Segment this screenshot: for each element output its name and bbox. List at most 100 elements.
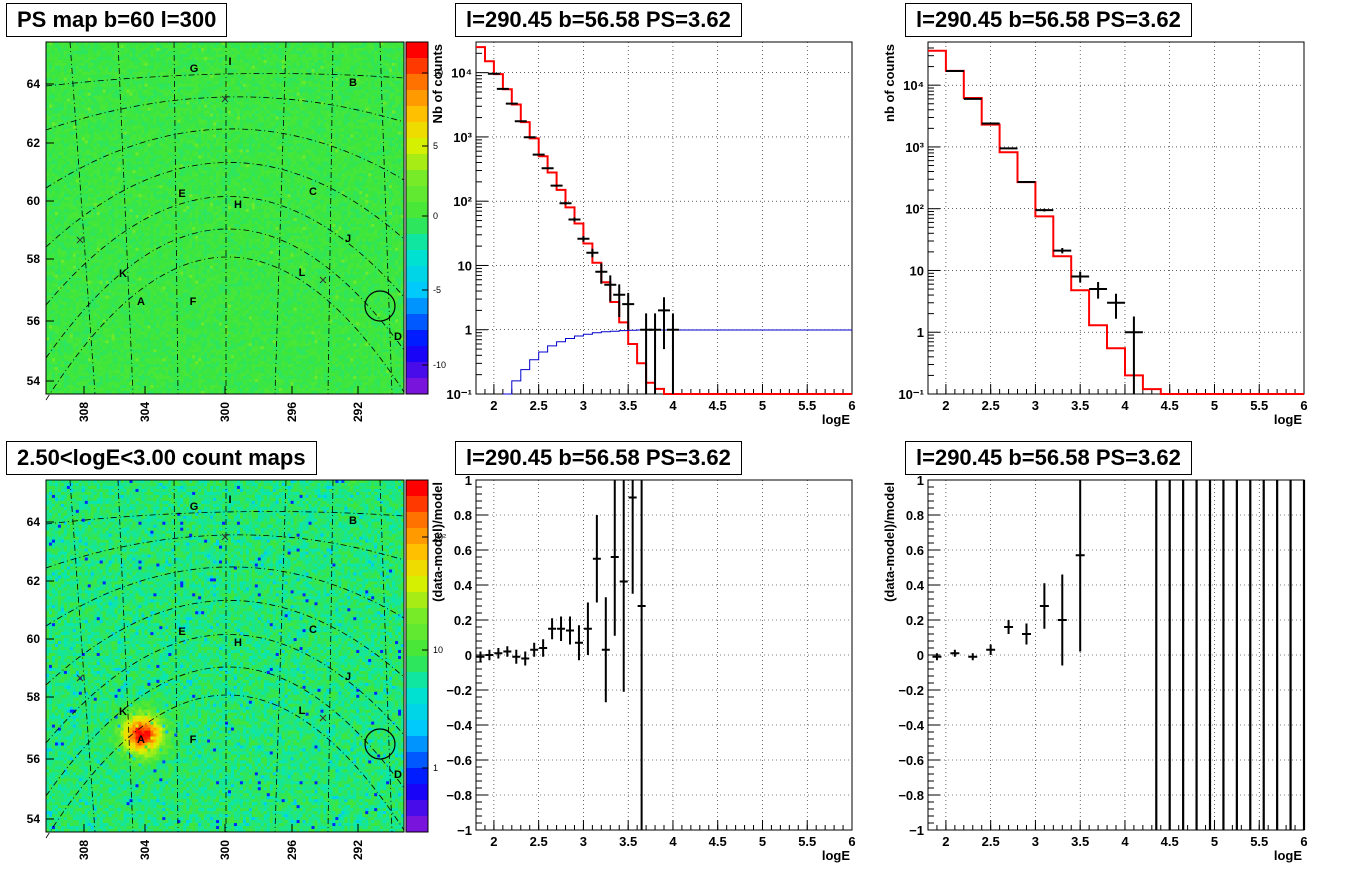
- count-colorbar-tick-label: 10²: [433, 532, 446, 542]
- spectrum-left-y-tick-label: 10³: [453, 130, 472, 145]
- spectrum-right-data-point: [981, 122, 1000, 125]
- ps-y-tick-label: 58: [27, 252, 41, 266]
- residual-left-data-point: [476, 651, 485, 662]
- spectrum-right-frame: [927, 41, 1305, 395]
- count-x-tick-label: 308: [77, 840, 91, 860]
- residual-left-data-point: [521, 651, 530, 666]
- residual-left-x-tick-label: 4: [669, 834, 677, 849]
- residual-left-x-tick-label: 2.5: [530, 834, 548, 849]
- spectrum-right-data-point: [945, 69, 964, 72]
- count-colorbar-tick-label: 1: [433, 763, 438, 773]
- ps-map-cross: [319, 276, 327, 284]
- residual-left-title: l=290.45 b=56.58 PS=3.62: [455, 441, 742, 475]
- ps-source-label: A: [137, 296, 145, 308]
- ps-y-tick-label: 56: [27, 314, 41, 328]
- ps-source-label: D: [394, 331, 402, 343]
- residual-left-x-tick-label: 3.5: [619, 834, 637, 849]
- residual-left-x-tick-label: 2: [490, 834, 497, 849]
- residual-left-y-tick-label: 0.6: [454, 543, 472, 558]
- residual-left-x-tick-label: 3: [580, 834, 587, 849]
- residual-left-data-point: [494, 648, 503, 659]
- count-source-label: K: [119, 706, 127, 718]
- count-source-label: L: [299, 705, 306, 717]
- residual-left-y-tick-label: 0: [465, 648, 472, 663]
- count-map-area: G I B E H C J K L A F D 64 62 60 58 56 54 308 304 300 296 292 1…: [27, 479, 446, 860]
- residual-right-y-tick-label: −0.8: [898, 788, 924, 803]
- ps-source-label: B: [349, 77, 357, 89]
- residual-right-y-tick-label: −0.2: [898, 683, 924, 698]
- ps-colorbar-tick-label: 10: [433, 68, 443, 78]
- spectrum-right-data-point: [1124, 316, 1143, 394]
- count-source-label: D: [394, 769, 402, 781]
- ps-colorbar-tick-label: -10: [433, 360, 446, 370]
- spectrum-right-y-tick-label: 10²: [905, 202, 924, 217]
- ps-source-label: E: [178, 188, 185, 200]
- spectrum-right-data-point: [1107, 293, 1125, 319]
- spectrum-left-y-label: Nb of counts: [430, 44, 445, 123]
- spectrum-right-x-tick-label: 5: [1211, 398, 1218, 413]
- residual-left-x-tick-label: 5.5: [798, 834, 816, 849]
- ps-source-label: C: [309, 186, 317, 198]
- spectrum-left-data-point: [487, 72, 500, 75]
- residual-left-x-tick-label: 6: [848, 834, 855, 849]
- count-y-tick-label: 60: [27, 632, 41, 646]
- residual-right-y-tick-label: 0.4: [906, 578, 925, 593]
- ps-x-tick-label: 296: [285, 402, 299, 422]
- residual-right-x-tick-label: 3.5: [1071, 834, 1089, 849]
- spectrum-left-data-point: [595, 263, 608, 284]
- spectrum-left-data-point: [586, 248, 599, 258]
- spectrum-right-x-tick-label: 5.5: [1250, 398, 1268, 413]
- spectrum-left-data-point: [496, 87, 509, 90]
- spectrum-left-data-point: [649, 313, 662, 394]
- spectrum-right-y-tick-label: 10³: [905, 140, 924, 155]
- residual-right-x-tick-label: 4.5: [1161, 834, 1179, 849]
- spectrum-left-x-tick-label: 6: [848, 398, 855, 413]
- residual-right-y-tick-label: −0.6: [898, 753, 924, 768]
- spectrum-left-data-point: [559, 201, 572, 205]
- spectrum-right-y-tick-label: 10⁻¹: [898, 387, 924, 402]
- spectrum-right-data-point: [1071, 271, 1090, 283]
- ps-source-label: H: [234, 199, 242, 211]
- ps-y-tick-label: 54: [27, 374, 41, 388]
- residual-left-y-tick-label: −0.8: [446, 788, 472, 803]
- spectrum-left-data-point: [613, 284, 626, 318]
- spectrum-right-y-tick-label: 10: [910, 263, 924, 278]
- ps-x-tick-label: 304: [138, 402, 152, 422]
- spectrum-right-x-tick-label: 4: [1121, 398, 1129, 413]
- residual-left-data-point: [485, 649, 494, 661]
- residual-left-data-point: [583, 602, 592, 655]
- count-y-tick-label: 58: [27, 690, 41, 704]
- spectrum-right-x-tick-label: 2: [942, 398, 949, 413]
- ps-source-label: F: [190, 296, 197, 308]
- spectrum-right-data-point: [1035, 208, 1054, 212]
- residual-left-data-point: [539, 639, 548, 657]
- ps-x-tick-label: 308: [77, 402, 91, 422]
- count-y-tick-label: 62: [27, 574, 41, 588]
- spectrum-right-x-tick-label: 6: [1300, 398, 1307, 413]
- residual-left-data-point: [592, 515, 601, 603]
- ps-source-label: L: [299, 267, 306, 279]
- count-map-cross: [221, 533, 229, 541]
- spectrum-right-y-tick-label: 1: [917, 325, 924, 340]
- ps-colorbar-tick-label: 0: [433, 211, 438, 221]
- count-x-tick-label: 304: [138, 840, 152, 860]
- spectrum-left-x-tick-label: 4.5: [709, 398, 727, 413]
- spectrum-left-x-tick-label: 5.5: [798, 398, 816, 413]
- spectrum-left-data-point: [550, 184, 563, 187]
- residual-left-data-point: [628, 480, 637, 594]
- count-colorbar-tick-label: 10: [433, 645, 443, 655]
- spectrum-left-data-point: [666, 313, 679, 394]
- count-x-tick-label: 296: [285, 840, 299, 860]
- residual-right-x-tick-label: 3: [1032, 834, 1039, 849]
- ps-y-tick-label: 64: [27, 77, 41, 91]
- spectrum-right-data-point: [1017, 181, 1036, 184]
- residual-right-data-point: [950, 649, 960, 657]
- spectrum-left-data-point: [514, 120, 527, 123]
- residual-right-x-label: logE: [1274, 848, 1302, 863]
- ps-map-area: G I B E H C J K L A F D 64 62 60 58 56 54 308 304 300 296 292 1…: [27, 41, 446, 422]
- count-graticule: [45, 479, 405, 839]
- residual-left-data-point: [503, 646, 512, 657]
- residual-left-data-point: [557, 616, 566, 641]
- spectrum-left-title: l=290.45 b=56.58 PS=3.62: [455, 3, 742, 37]
